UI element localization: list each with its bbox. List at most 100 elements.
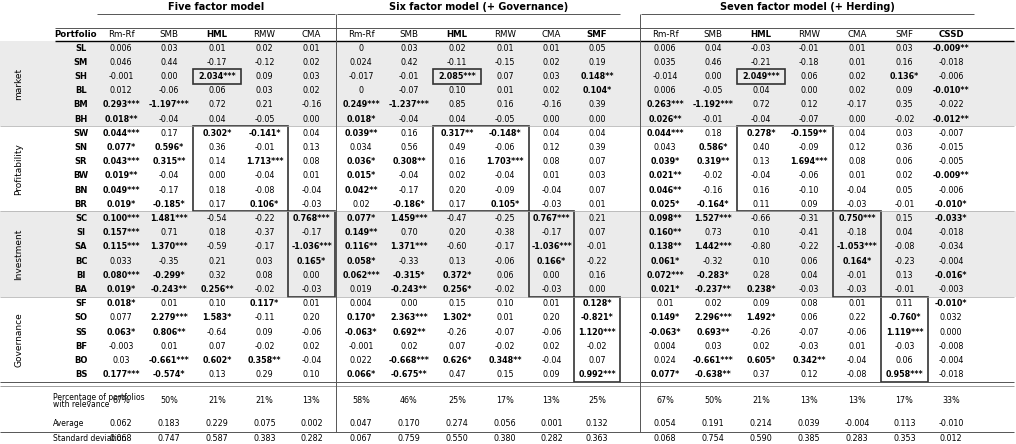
- Text: 0.191: 0.191: [702, 419, 724, 428]
- Text: 0.13: 0.13: [448, 257, 465, 266]
- Bar: [433, 126, 529, 211]
- Text: 0.03: 0.03: [896, 44, 913, 52]
- Text: 0.214: 0.214: [750, 419, 772, 428]
- Text: 0.70: 0.70: [400, 228, 418, 237]
- Text: Average: Average: [53, 419, 84, 428]
- Text: -0.010*: -0.010*: [935, 299, 967, 308]
- Text: -0.005: -0.005: [938, 157, 964, 166]
- Text: 0.10: 0.10: [303, 370, 320, 379]
- Text: 0.72: 0.72: [752, 100, 770, 109]
- Text: 0.302*: 0.302*: [202, 129, 232, 138]
- Text: 0.01: 0.01: [496, 86, 514, 95]
- Text: 0.18: 0.18: [704, 129, 721, 138]
- Text: 0.077*: 0.077*: [650, 370, 680, 379]
- Text: -0.283*: -0.283*: [697, 271, 729, 280]
- Text: 2.034***: 2.034***: [198, 72, 236, 81]
- Text: -0.15: -0.15: [495, 58, 515, 67]
- Text: 0.063*: 0.063*: [107, 328, 135, 337]
- Text: 0.10: 0.10: [752, 257, 770, 266]
- Bar: [0, 297, 1016, 382]
- Text: 0.10: 0.10: [208, 299, 226, 308]
- Text: 0.317**: 0.317**: [440, 129, 473, 138]
- Text: 0.693**: 0.693**: [696, 328, 729, 337]
- Text: 0.71: 0.71: [161, 228, 178, 237]
- Text: -0.03: -0.03: [542, 285, 562, 294]
- Text: -0.299*: -0.299*: [152, 271, 185, 280]
- Text: 0.077: 0.077: [110, 313, 132, 322]
- Text: 0.806**: 0.806**: [152, 328, 186, 337]
- Text: RMW: RMW: [494, 31, 516, 40]
- Text: -0.03: -0.03: [846, 285, 868, 294]
- Text: 0: 0: [359, 86, 364, 95]
- Text: Governance: Governance: [14, 312, 23, 367]
- Text: 0.136*: 0.136*: [890, 72, 919, 81]
- Text: 0.12: 0.12: [801, 100, 818, 109]
- Text: SM: SM: [74, 58, 88, 67]
- Text: -0.37: -0.37: [254, 228, 274, 237]
- Text: 1.370***: 1.370***: [150, 242, 188, 251]
- Text: 17%: 17%: [895, 396, 913, 405]
- Text: 0.768***: 0.768***: [293, 214, 330, 223]
- Text: -0.821*: -0.821*: [580, 313, 614, 322]
- Text: -0.16: -0.16: [302, 100, 322, 109]
- Text: 0.46: 0.46: [704, 58, 721, 67]
- Text: -0.006: -0.006: [939, 186, 964, 194]
- Text: -0.01: -0.01: [894, 285, 914, 294]
- Text: 0.72: 0.72: [208, 100, 226, 109]
- Text: 0.16: 0.16: [896, 58, 913, 67]
- Text: 67%: 67%: [112, 396, 130, 405]
- Text: -0.26: -0.26: [751, 328, 771, 337]
- Text: SA: SA: [75, 242, 87, 251]
- Text: -0.638**: -0.638**: [695, 370, 732, 379]
- Text: -0.010*: -0.010*: [935, 200, 967, 209]
- Text: 0.02: 0.02: [543, 86, 560, 95]
- Text: -0.32: -0.32: [703, 257, 723, 266]
- Text: 0.044***: 0.044***: [646, 129, 684, 138]
- Text: 1.481***: 1.481***: [150, 214, 188, 223]
- Text: 0.605*: 0.605*: [747, 356, 775, 365]
- Bar: [0, 0, 1016, 28]
- Text: RMW: RMW: [798, 31, 820, 40]
- Text: CMA: CMA: [847, 31, 867, 40]
- Text: 0.149**: 0.149**: [344, 228, 378, 237]
- Text: 0.308**: 0.308**: [392, 157, 426, 166]
- Text: 0.293***: 0.293***: [103, 100, 140, 109]
- Text: -0.17: -0.17: [158, 186, 179, 194]
- Text: 0.282: 0.282: [541, 434, 563, 443]
- Text: 0.02: 0.02: [353, 200, 370, 209]
- Text: SC: SC: [75, 214, 87, 223]
- Text: -0.010**: -0.010**: [933, 86, 969, 95]
- Text: 0.958***: 0.958***: [886, 370, 924, 379]
- Text: -1.036***: -1.036***: [292, 242, 332, 251]
- Text: Investment: Investment: [14, 228, 23, 280]
- Text: 0.15: 0.15: [496, 370, 514, 379]
- Text: -0.66: -0.66: [751, 214, 771, 223]
- Text: 2.296***: 2.296***: [694, 313, 732, 322]
- Text: 0.077*: 0.077*: [107, 143, 135, 152]
- Text: 0.05: 0.05: [588, 44, 606, 52]
- Text: 0.21: 0.21: [256, 100, 273, 109]
- Text: 1.302*: 1.302*: [442, 313, 471, 322]
- Text: 2.279***: 2.279***: [150, 313, 188, 322]
- Text: 0.072***: 0.072***: [646, 271, 684, 280]
- Text: BM: BM: [74, 100, 88, 109]
- Text: 0.16: 0.16: [588, 271, 606, 280]
- Text: BF: BF: [75, 342, 87, 351]
- Text: -0.033*: -0.033*: [935, 214, 967, 223]
- Text: 0.348**: 0.348**: [489, 356, 522, 365]
- Text: 0.586*: 0.586*: [698, 143, 727, 152]
- Text: 0.596*: 0.596*: [154, 143, 184, 152]
- Text: SW: SW: [73, 129, 88, 138]
- Text: -0.014: -0.014: [652, 72, 678, 81]
- Text: 0.08: 0.08: [801, 299, 818, 308]
- Text: 0.02: 0.02: [303, 342, 320, 351]
- Text: 0.06: 0.06: [896, 356, 913, 365]
- Text: 0.148**: 0.148**: [580, 72, 614, 81]
- Text: 0.12: 0.12: [848, 143, 866, 152]
- Text: 0.10: 0.10: [496, 299, 514, 308]
- Text: CMA: CMA: [302, 31, 321, 40]
- Text: -0.015: -0.015: [938, 143, 964, 152]
- Text: 0.08: 0.08: [256, 271, 273, 280]
- Text: -0.141*: -0.141*: [248, 129, 280, 138]
- Text: 0.00: 0.00: [161, 72, 178, 81]
